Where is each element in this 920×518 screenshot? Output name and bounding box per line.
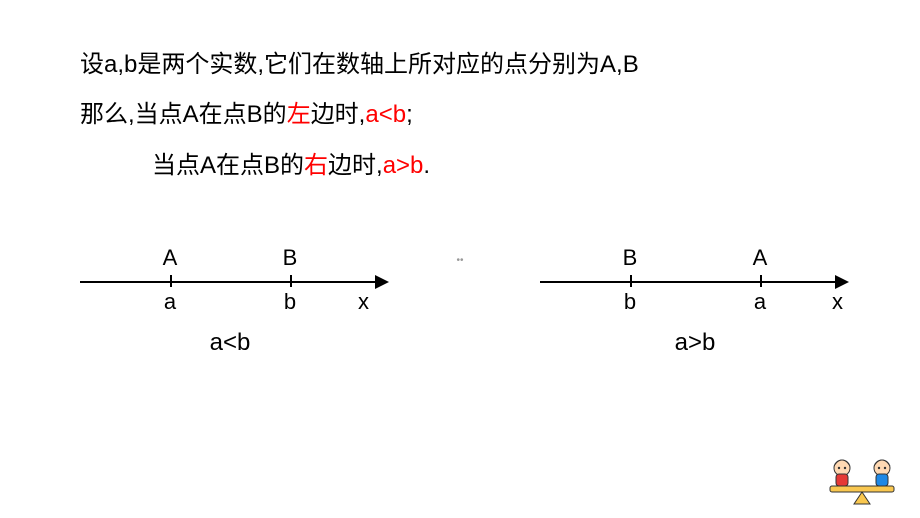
tick-a bbox=[170, 275, 172, 287]
axis-line bbox=[540, 281, 840, 283]
number-line-left: A a B b x a<b bbox=[80, 231, 400, 371]
arrow-icon bbox=[835, 275, 849, 289]
label-x: x bbox=[358, 289, 369, 315]
tick-a bbox=[760, 275, 762, 287]
slide-body: 设a,b是两个实数,它们在数轴上所对应的点分别为A,B 那么,当点A在点B的左边… bbox=[0, 0, 920, 191]
number-line-right: B b A a x a>b bbox=[540, 231, 860, 371]
line2-left: 左 bbox=[287, 101, 311, 128]
text-line-3: 当点A在点B的右边时,a>b. bbox=[80, 141, 840, 191]
line3-right: 右 bbox=[304, 152, 328, 179]
caption-right: a>b bbox=[675, 329, 716, 357]
text-line-2: 那么,当点A在点B的左边时,a<b; bbox=[80, 90, 840, 140]
label-b: b bbox=[624, 289, 636, 315]
label-b: b bbox=[284, 289, 296, 315]
axis-line bbox=[80, 281, 380, 283]
tick-b bbox=[290, 275, 292, 287]
line3-expr: a>b bbox=[383, 152, 424, 179]
tick-b bbox=[630, 275, 632, 287]
line3-a: 当点A在点B的 bbox=[152, 152, 304, 179]
caption-left: a<b bbox=[210, 329, 251, 357]
label-x: x bbox=[832, 289, 843, 315]
diagram-row: A a B b x a<b B b A a x a>b bbox=[0, 191, 920, 371]
label-B: B bbox=[283, 245, 298, 271]
line1-text: 设a,b是两个实数,它们在数轴上所对应的点分别为A,B bbox=[80, 51, 639, 78]
label-B: B bbox=[623, 245, 638, 271]
line3-c: . bbox=[423, 152, 430, 179]
arrow-icon bbox=[375, 275, 389, 289]
line2-b: 边时, bbox=[311, 101, 366, 128]
label-A: A bbox=[753, 245, 768, 271]
seesaw-kids-icon bbox=[822, 446, 902, 506]
center-marker-icon: •• bbox=[456, 255, 463, 266]
label-A: A bbox=[163, 245, 178, 271]
label-a: a bbox=[754, 289, 766, 315]
line3-b: 边时, bbox=[328, 152, 383, 179]
label-a: a bbox=[164, 289, 176, 315]
text-line-1: 设a,b是两个实数,它们在数轴上所对应的点分别为A,B bbox=[80, 40, 840, 90]
line2-c: ; bbox=[406, 101, 413, 128]
line2-expr: a<b bbox=[365, 101, 406, 128]
line2-a: 那么,当点A在点B的 bbox=[80, 101, 287, 128]
